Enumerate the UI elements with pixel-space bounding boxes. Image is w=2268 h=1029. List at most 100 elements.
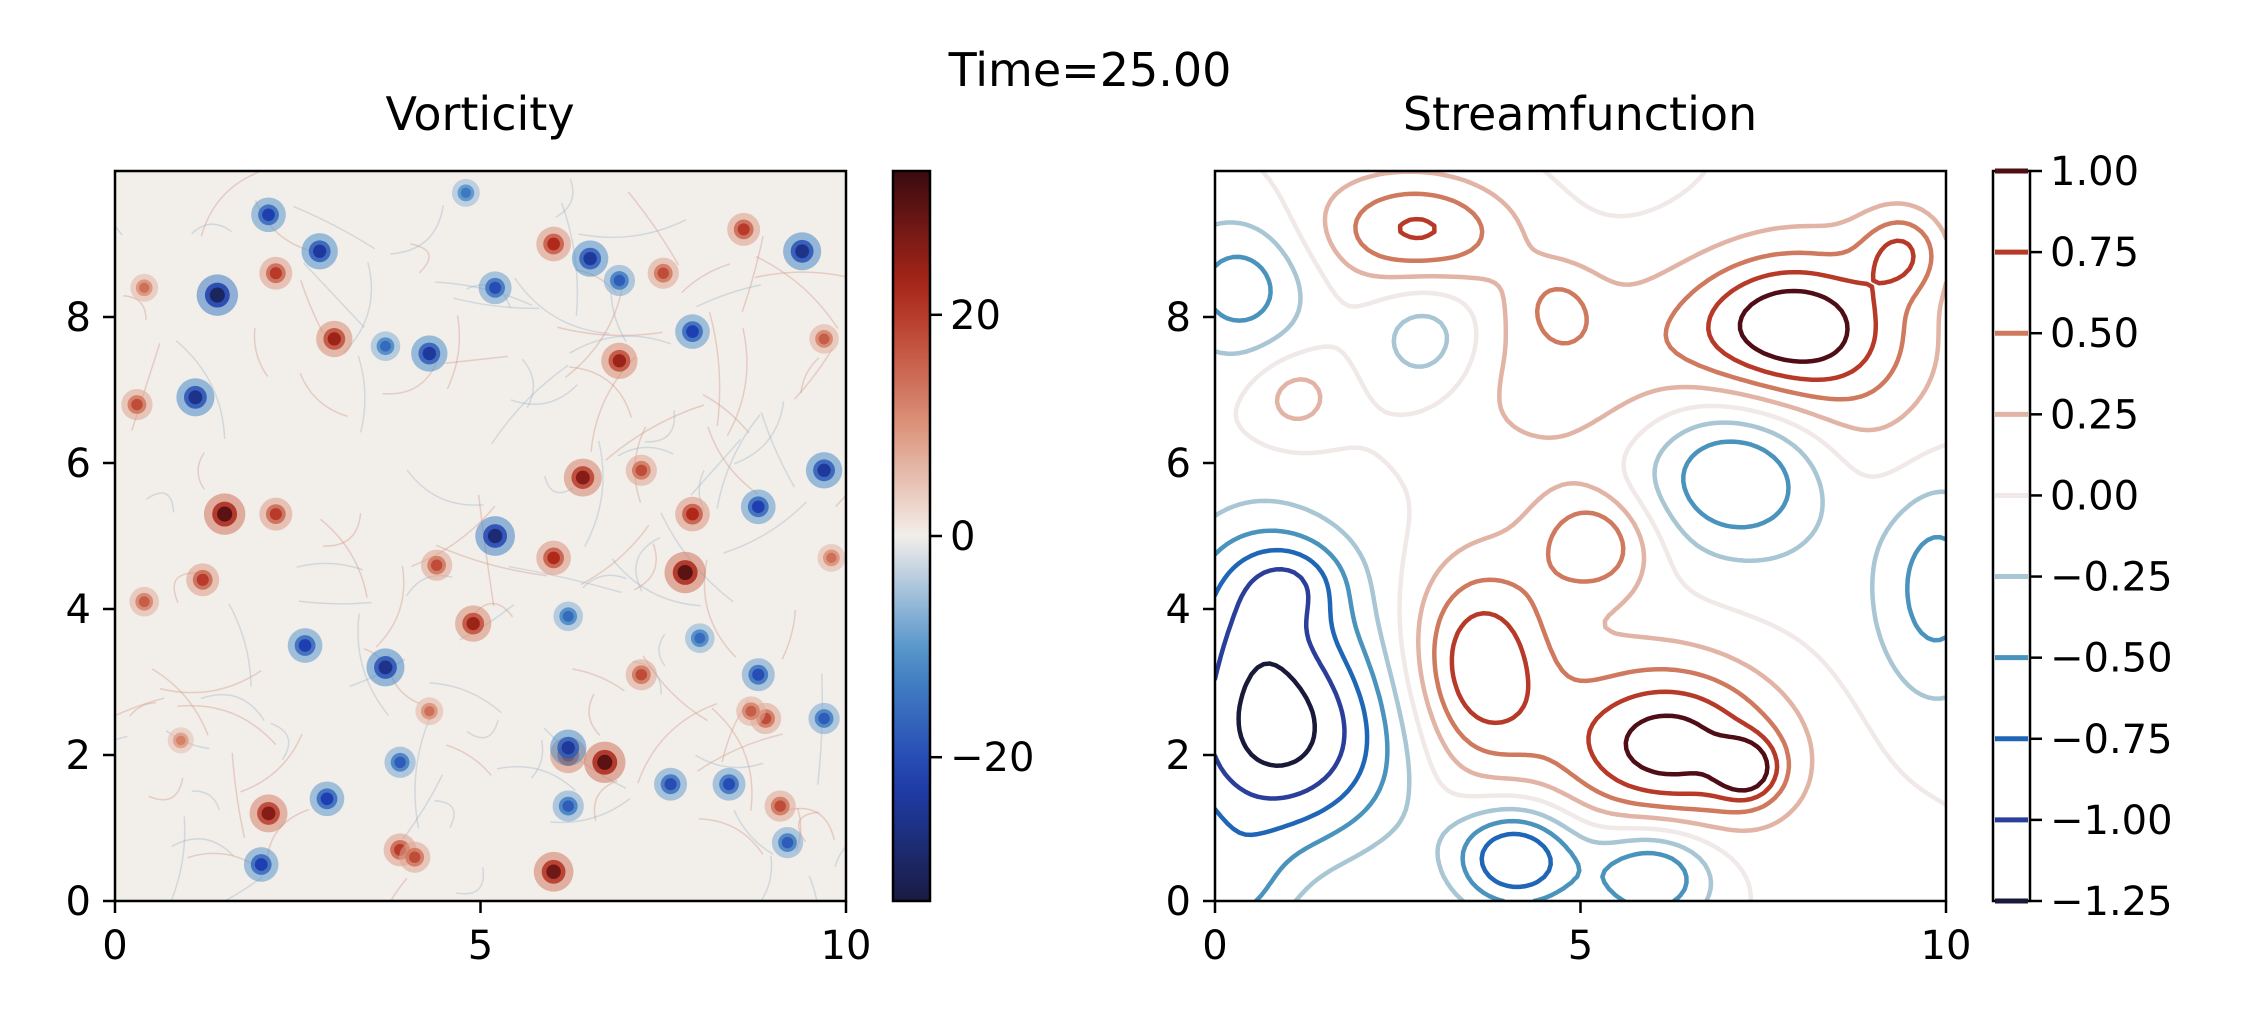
vorticity-vortex-core xyxy=(313,244,327,258)
vorticity-filament xyxy=(406,469,484,506)
vorticity-filament xyxy=(455,867,485,895)
vorticity-filament xyxy=(298,600,372,605)
vorticity-filament xyxy=(491,364,569,445)
vorticity-filament xyxy=(131,343,161,431)
vorticity-filament xyxy=(159,669,262,694)
vorticity-vortex-core xyxy=(269,267,282,280)
vorticity-vortex-core xyxy=(562,610,574,622)
vorticity-colorbar-tick-label: 20 xyxy=(950,293,1001,339)
vorticity-filament xyxy=(200,171,263,237)
vorticity-filament xyxy=(569,335,672,354)
vorticity-filament xyxy=(580,525,650,586)
streamfunction-contour-level xyxy=(1274,171,1946,833)
vorticity-filament xyxy=(357,355,366,433)
vorticity-vortex-core xyxy=(745,705,757,717)
vorticity-filament xyxy=(445,355,508,365)
streamfunction-colorbar-tick-label: −0.50 xyxy=(2050,636,2173,682)
vorticity-vortex-core xyxy=(422,346,436,361)
vorticity-filament xyxy=(733,809,774,856)
vorticity-filament xyxy=(521,358,535,409)
vorticity-filament xyxy=(708,311,721,427)
streamfunction-contour-level xyxy=(1233,171,1946,901)
vorticity-filament xyxy=(658,633,666,667)
vorticity-filament xyxy=(434,799,455,828)
streamfunction-colorbar-tick-label: 0.50 xyxy=(2050,311,2139,357)
vorticity-vortex-core xyxy=(562,800,574,812)
vorticity-vortex-core xyxy=(460,187,472,199)
vorticity-filament xyxy=(177,704,277,746)
vorticity-vortex-core xyxy=(817,463,831,477)
vorticity-xtick-label: 0 xyxy=(102,923,127,969)
vorticity-filament xyxy=(711,707,753,811)
vorticity-filament xyxy=(270,722,290,761)
vorticity-filament xyxy=(696,733,783,772)
vorticity-ytick-label: 8 xyxy=(66,295,91,341)
vorticity-filament xyxy=(191,223,232,235)
vorticity-vortex-core xyxy=(269,508,282,521)
vorticity-vortex-core xyxy=(298,639,312,652)
vorticity-colorbar-tick-label: 0 xyxy=(950,514,975,560)
streamfunction-colorbar-tick-label: 0.00 xyxy=(2050,473,2139,519)
vorticity-filament xyxy=(707,426,759,495)
vorticity-filament xyxy=(835,494,846,507)
vorticity-filament xyxy=(557,326,663,337)
vorticity-filament xyxy=(228,603,252,687)
vorticity-vortex-core xyxy=(612,354,627,368)
vorticity-filament xyxy=(610,292,627,343)
streamfunction-colorbar-tick-label: −1.25 xyxy=(2050,879,2173,925)
vorticity-vortex-core xyxy=(818,712,830,725)
vorticity-vortex-core xyxy=(546,864,561,880)
vorticity-filament xyxy=(357,613,390,717)
vorticity-filament xyxy=(148,777,184,801)
vorticity-vortex-core xyxy=(686,325,699,338)
streamfunction-xtick-label: 10 xyxy=(1921,923,1972,969)
vorticity-filament xyxy=(414,718,431,829)
vorticity-vortex-core xyxy=(261,806,276,821)
vorticity-filament xyxy=(429,681,502,714)
vorticity-ytick-label: 2 xyxy=(66,733,91,779)
vorticity-filament xyxy=(223,876,263,901)
vorticity-vortex-core xyxy=(139,282,150,293)
vorticity-ytick-label: 0 xyxy=(66,879,91,925)
vorticity-filament xyxy=(572,668,625,692)
vorticity-filament xyxy=(296,562,364,571)
vorticity-filament xyxy=(555,178,574,218)
vorticity-field xyxy=(115,171,846,901)
streamfunction-colorbar-tick-label: −0.75 xyxy=(2050,717,2173,763)
vorticity-title: Vorticity xyxy=(385,87,574,141)
vorticity-filament xyxy=(627,191,680,266)
vorticity-filament xyxy=(760,855,773,901)
vorticity-filament xyxy=(578,219,687,239)
vorticity-colorbar xyxy=(891,169,932,903)
vorticity-filament xyxy=(695,754,764,769)
vorticity-filament xyxy=(293,205,376,250)
vorticity-filament xyxy=(569,366,633,418)
vorticity-xtick-label: 5 xyxy=(468,923,493,969)
vorticity-filament xyxy=(637,702,718,784)
vorticity-filament xyxy=(151,668,209,736)
streamfunction-ticks: 0 5 10 0 2 4 6 8 xyxy=(1166,295,1972,969)
vorticity-filament xyxy=(593,780,618,821)
vorticity-vortex-core xyxy=(677,564,693,581)
vorticity-filament xyxy=(299,372,348,418)
vorticity-vortex-core xyxy=(327,332,341,346)
vorticity-ytick-label: 6 xyxy=(66,441,91,487)
vorticity-filament xyxy=(550,798,631,824)
vorticity-vortex-core xyxy=(723,778,736,791)
streamfunction-colorbar-tick-label: −1.00 xyxy=(2050,798,2173,844)
vorticity-vortex-core xyxy=(664,778,677,791)
streamfunction-xtick-label: 0 xyxy=(1202,923,1227,969)
vorticity-vortex-core xyxy=(138,596,150,608)
vorticity-filament xyxy=(240,733,303,793)
vorticity-vortex-core xyxy=(380,340,391,352)
vorticity-filament xyxy=(733,401,785,465)
vorticity-filament xyxy=(466,720,499,739)
vorticity-vortex-core xyxy=(818,333,830,345)
vorticity-filament xyxy=(617,446,674,457)
vorticity-filament xyxy=(510,384,578,406)
vorticity-filament xyxy=(514,277,610,335)
vorticity-filament xyxy=(797,811,820,843)
vorticity-filament xyxy=(834,845,846,868)
vorticity-filament xyxy=(115,223,123,236)
